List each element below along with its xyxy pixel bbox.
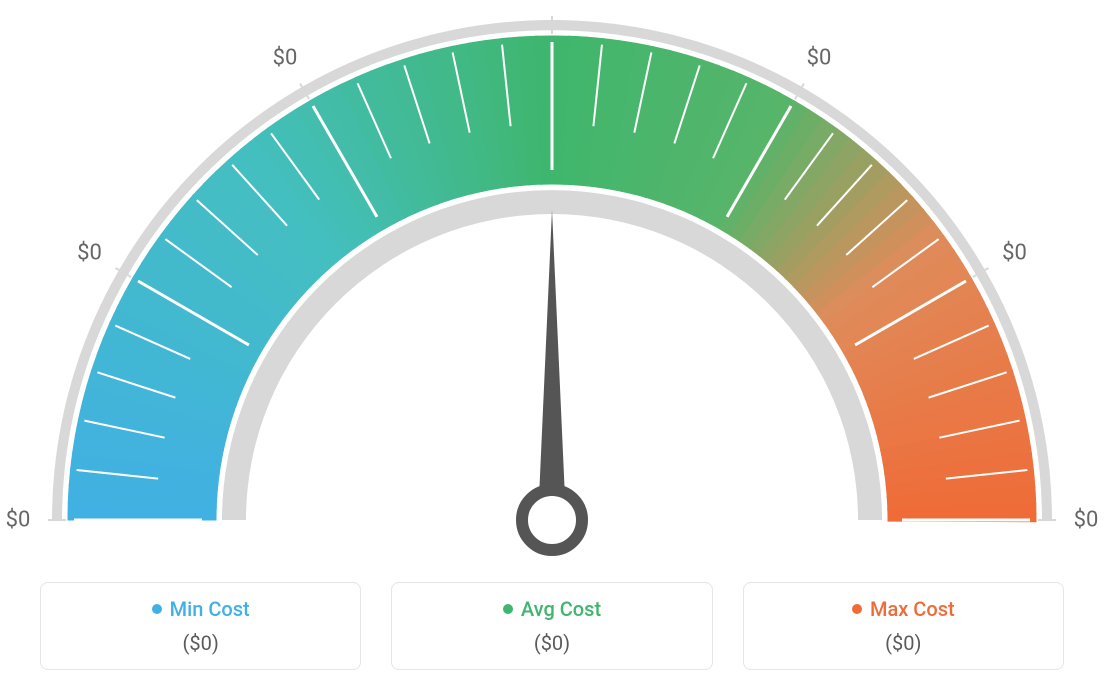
legend-value-avg: ($0) bbox=[402, 631, 701, 655]
legend-label-min: Min Cost bbox=[170, 597, 250, 621]
legend-title-min: Min Cost bbox=[152, 597, 250, 621]
legend-label-max: Max Cost bbox=[870, 597, 955, 621]
gauge-chart: $0$0$0$0$0$0$0 bbox=[0, 0, 1104, 560]
legend-dot-min bbox=[152, 604, 162, 614]
legend-row: Min Cost ($0) Avg Cost ($0) Max Cost ($0… bbox=[0, 582, 1104, 670]
gauge-tick-label: $0 bbox=[6, 508, 31, 533]
gauge-svg bbox=[0, 0, 1104, 560]
legend-card-avg: Avg Cost ($0) bbox=[391, 582, 712, 670]
gauge-tick-label: $0 bbox=[807, 45, 832, 70]
gauge-tick-label: $0 bbox=[77, 241, 102, 266]
legend-dot-avg bbox=[503, 604, 513, 614]
legend-label-avg: Avg Cost bbox=[521, 597, 601, 621]
cost-gauge-widget: $0$0$0$0$0$0$0 Min Cost ($0) Avg Cost ($… bbox=[0, 0, 1104, 690]
legend-title-max: Max Cost bbox=[852, 597, 955, 621]
legend-card-max: Max Cost ($0) bbox=[743, 582, 1064, 670]
legend-card-min: Min Cost ($0) bbox=[40, 582, 361, 670]
legend-dot-max bbox=[852, 604, 862, 614]
legend-value-max: ($0) bbox=[754, 631, 1053, 655]
legend-value-min: ($0) bbox=[51, 631, 350, 655]
gauge-tick-label: $0 bbox=[1002, 241, 1027, 266]
gauge-tick-label: $0 bbox=[1074, 508, 1099, 533]
gauge-tick-label: $0 bbox=[273, 45, 298, 70]
legend-title-avg: Avg Cost bbox=[503, 597, 601, 621]
